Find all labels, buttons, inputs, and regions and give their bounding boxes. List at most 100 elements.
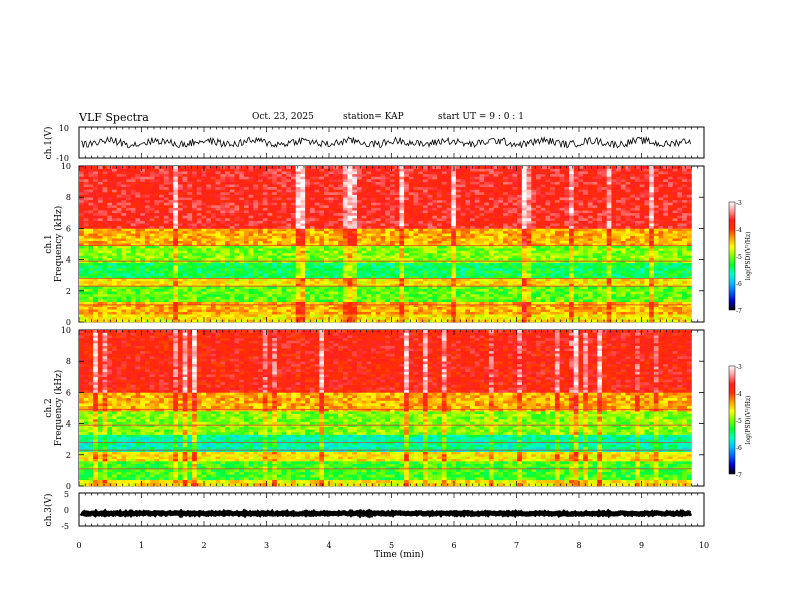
spectrogram-cell: [602, 291, 607, 294]
spectrogram-cell: [343, 302, 348, 305]
spectrogram-cell: [282, 265, 287, 268]
spectrogram-cell: [348, 271, 353, 274]
spectrogram-cell: [220, 223, 225, 226]
spectrogram-cell: [315, 289, 320, 292]
spectrogram-cell: [414, 273, 419, 276]
spectrogram-cell: [428, 231, 433, 234]
spectrogram-cell: [310, 273, 315, 276]
spectrogram-cell: [211, 250, 216, 253]
spectrogram-cell: [126, 236, 131, 239]
spectrogram-cell: [362, 273, 367, 276]
spectrogram-cell: [371, 291, 376, 294]
spectrogram-cell: [682, 278, 687, 281]
spectrogram-cell: [305, 319, 310, 322]
spectrogram-cell: [593, 281, 598, 284]
spectrogram-cell: [131, 263, 136, 266]
spectrogram-cell: [611, 265, 616, 268]
spectrogram-cell: [154, 273, 159, 276]
spectrogram-cell: [230, 231, 235, 234]
spectrogram-cell: [461, 297, 466, 300]
spectrogram-cell: [145, 291, 150, 294]
spectrogram-cell: [88, 312, 93, 315]
spectrogram-cell: [131, 273, 136, 276]
spectrogram-cell: [414, 307, 419, 310]
spectrogram-cell: [602, 309, 607, 312]
spectrogram-cell: [381, 241, 386, 244]
spectrogram-cell: [249, 281, 254, 284]
spectrogram-cell: [536, 268, 541, 271]
spectrogram-cell: [357, 309, 362, 312]
spectrogram-cell: [187, 302, 192, 305]
spectrogram-cell: [272, 281, 277, 284]
spectrogram-cell: [494, 260, 499, 263]
spectrogram-cell: [470, 273, 475, 276]
spectrogram-cell: [470, 302, 475, 305]
spectrogram-cell: [333, 312, 338, 315]
spectrogram-cell: [630, 255, 635, 258]
spectrogram-cell: [626, 226, 631, 229]
spectrogram-cell: [451, 299, 456, 302]
spectrogram-cell: [578, 226, 583, 229]
spectrogram-cell: [79, 255, 84, 258]
spectrogram-cell: [659, 309, 664, 312]
spectrogram-cell: [682, 238, 687, 241]
spectrogram-cell: [626, 309, 631, 312]
spectrogram-cell: [395, 309, 400, 312]
spectrogram-cell: [409, 314, 414, 317]
spectrogram-cell: [333, 236, 338, 239]
spectrogram-cell: [423, 309, 428, 312]
spectrogram-cell: [253, 248, 258, 251]
spectrogram-cell: [93, 314, 98, 317]
spectrogram-cell: [136, 238, 141, 241]
spectrogram-cell: [442, 250, 447, 253]
spectrogram-cell: [451, 238, 456, 241]
spectrogram-cell: [117, 271, 122, 274]
spectrogram-cell: [461, 226, 466, 229]
spectrogram-cell: [522, 260, 527, 263]
spectrogram-cell: [560, 271, 565, 274]
spectrogram-cell: [117, 258, 122, 261]
spectrogram-cell: [465, 260, 470, 263]
spectrogram-cell: [512, 231, 517, 234]
spectrogram-cell: [381, 246, 386, 249]
spectrogram-cell: [88, 248, 93, 251]
spectrogram-cell: [395, 291, 400, 294]
spectrogram-cell: [305, 231, 310, 234]
spectrogram-cell: [616, 228, 621, 231]
spectrogram-cell: [395, 297, 400, 300]
spectrogram-cell: [644, 307, 649, 310]
spectrogram-cell: [385, 289, 390, 292]
spectrogram-cell: [626, 278, 631, 281]
spectrogram-cell: [423, 263, 428, 266]
spectrogram-cell: [404, 294, 409, 297]
spectrogram-cell: [432, 258, 437, 261]
spectrogram-cell: [300, 273, 305, 276]
spectrogram-cell: [173, 258, 178, 261]
spectrogram-cell: [451, 297, 456, 300]
spectrogram-cell: [381, 297, 386, 300]
spectrogram-cell: [583, 265, 588, 268]
spectrogram-cell: [687, 317, 692, 320]
spectrogram-cell: [626, 286, 631, 289]
spectrogram-cell: [357, 278, 362, 281]
spectrogram-cell: [508, 294, 513, 297]
spectrogram-cell: [164, 263, 169, 266]
spectrogram-cell: [253, 246, 258, 249]
spectrogram-cell: [263, 309, 268, 312]
spectrogram-cell: [626, 312, 631, 315]
spectrogram-cell: [578, 255, 583, 258]
spectrogram-cell: [178, 246, 183, 249]
spectrogram-cell: [348, 291, 353, 294]
spectrogram-cell: [588, 253, 593, 256]
spectrogram-cell: [324, 241, 329, 244]
spectrogram-cell: [145, 236, 150, 239]
spectrogram-cell: [230, 309, 235, 312]
spectrogram-cell: [159, 236, 164, 239]
spectrogram-cell: [381, 273, 386, 276]
spectrogram-cell: [569, 319, 574, 322]
spectrogram-cell: [564, 297, 569, 300]
spectrogram-cell: [536, 314, 541, 317]
spectrogram-cell: [117, 319, 122, 322]
spectrogram-cell: [531, 255, 536, 258]
spectrogram-cell: [682, 268, 687, 271]
